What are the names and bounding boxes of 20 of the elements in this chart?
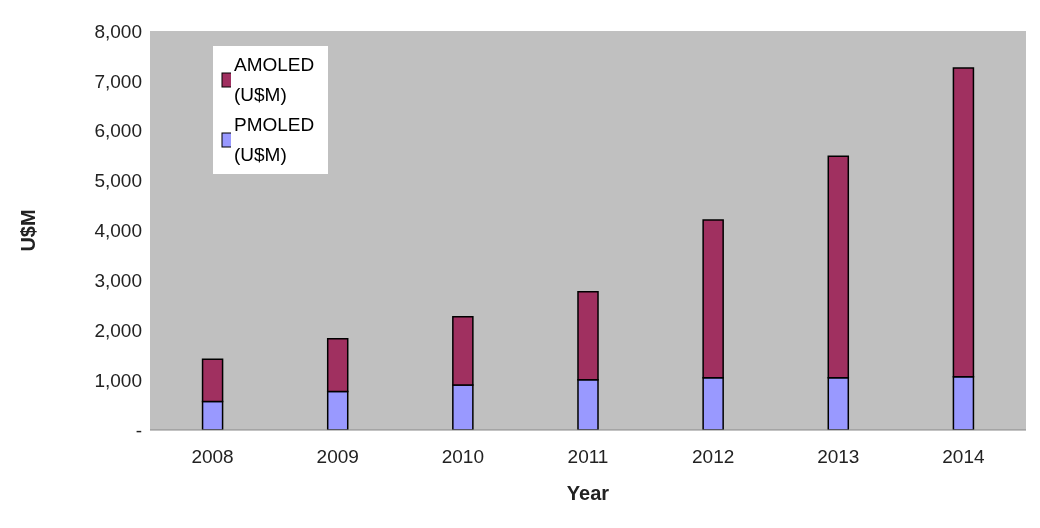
y-axis-title: U$M: [17, 209, 40, 252]
x-tick-label: 2013: [817, 446, 860, 468]
legend-label: PMOLED (U$M): [233, 113, 316, 167]
y-tick-label: 5,000: [94, 170, 142, 192]
y-tick-label: 8,000: [94, 20, 142, 42]
x-tick-label: 2014: [942, 446, 985, 468]
x-tick-label: 2010: [441, 446, 484, 468]
y-tick-label: -: [135, 419, 142, 441]
x-tick-label: 2008: [191, 446, 234, 468]
x-tick-label: 2012: [692, 446, 735, 468]
legend-label: AMOLED (U$M): [233, 53, 316, 107]
y-tick-label: 6,000: [94, 120, 142, 142]
x-axis-title: Year: [566, 482, 610, 504]
y-tick-label: 2,000: [94, 319, 142, 341]
y-tick-label: 7,000: [94, 70, 142, 92]
y-tick-label: 1,000: [94, 369, 142, 391]
y-tick-label: 4,000: [94, 220, 142, 242]
y-tick-label: 3,000: [94, 270, 142, 292]
x-tick-label: 2011: [567, 446, 609, 468]
x-tick-label: 2009: [316, 446, 359, 468]
